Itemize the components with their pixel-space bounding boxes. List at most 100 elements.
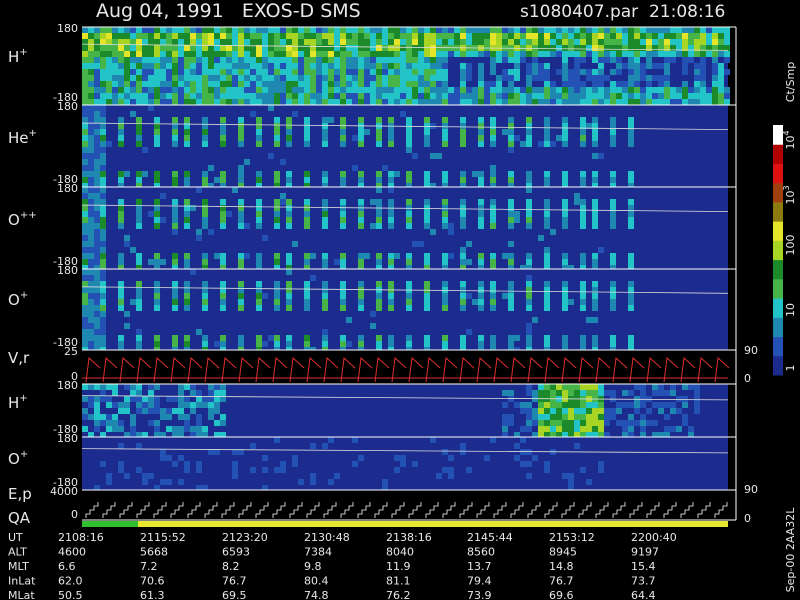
spectrogram-cell <box>568 99 574 105</box>
spectrogram-cell <box>376 99 382 105</box>
spectrogram-cell <box>388 57 394 63</box>
spectrogram-cell <box>274 341 280 347</box>
spectrogram-cell <box>82 177 88 183</box>
spectrogram-cell <box>340 299 346 305</box>
spectrogram-cell <box>292 75 298 81</box>
spectrogram-cell <box>340 51 346 57</box>
spectrogram-cell <box>196 69 202 75</box>
spectrogram-cell <box>202 63 208 69</box>
spectrogram-cell <box>424 259 430 265</box>
spectrogram-cell <box>238 123 244 129</box>
spectrogram-cell <box>460 199 466 205</box>
spectrogram-cell <box>550 87 556 93</box>
spectrogram-cell <box>490 81 496 87</box>
spectrogram-cell <box>526 87 532 93</box>
spectrogram-cell <box>388 69 394 75</box>
spectrogram-cell <box>160 93 166 99</box>
spectrogram-cell <box>544 135 550 141</box>
spectrogram-cell <box>634 27 640 33</box>
spectrogram-cell <box>280 99 286 105</box>
guide-line <box>81 204 729 212</box>
spectrogram-cell <box>562 299 568 305</box>
spectrogram-cell <box>256 223 262 229</box>
spectrogram-cell <box>340 287 346 293</box>
spectrogram-cell <box>310 479 316 485</box>
spectrogram-cell <box>460 75 466 81</box>
spectrogram-cell <box>382 63 388 69</box>
spectrogram-cell <box>508 93 514 99</box>
spectrogram-cell <box>526 259 532 265</box>
spectrogram-cell <box>304 33 310 39</box>
spectrogram-cell <box>238 299 244 305</box>
spectrogram-cell <box>232 99 238 105</box>
spectrogram-cell <box>598 69 604 75</box>
row-value: 14.8 <box>549 560 574 573</box>
spectrogram-cell <box>340 93 346 99</box>
spectrogram-cell <box>154 253 160 259</box>
spectrogram-cell <box>580 93 586 99</box>
spectrogram-cell <box>592 305 598 311</box>
spectrogram-cell <box>286 217 292 223</box>
spectrogram-cell <box>268 87 274 93</box>
spectrogram-cell <box>406 259 412 265</box>
spectrogram-cell <box>262 33 268 39</box>
spectrogram-cell <box>514 432 520 437</box>
spectrogram-cell <box>148 69 154 75</box>
spectrogram-cell <box>334 39 340 45</box>
spectrogram-cell <box>478 81 484 87</box>
spectrogram-cell <box>352 69 358 75</box>
spectrogram-cell <box>700 57 706 63</box>
spectrogram-cell <box>238 129 244 135</box>
spectrogram-cell <box>274 205 280 211</box>
spectrogram-cell <box>538 384 544 390</box>
spectrogram-cell <box>172 75 178 81</box>
spectrogram-cell <box>160 479 166 485</box>
spectrogram-cell <box>202 347 208 350</box>
panel-label-text: O <box>8 291 20 309</box>
spectrogram-cell <box>82 217 88 223</box>
colorbar-label-base: 10 <box>784 136 797 150</box>
spectrogram-cell <box>598 390 604 396</box>
spectrogram-cell <box>652 402 658 408</box>
spectrogram-cell <box>580 27 586 33</box>
spectrogram-cell <box>658 27 664 33</box>
spectrogram-cell <box>610 287 616 293</box>
spectrogram-cell <box>640 45 646 51</box>
spectrogram-cell <box>490 205 496 211</box>
spectrogram-cell <box>544 81 550 87</box>
spectrogram-cell <box>322 205 328 211</box>
spectrogram-cell <box>340 281 346 287</box>
spectrogram-cell <box>310 75 316 81</box>
spectrogram-cell <box>82 193 88 199</box>
spectrogram-cell <box>652 390 658 396</box>
spectrogram-cell <box>370 39 376 45</box>
spectrogram-cell <box>82 229 88 235</box>
spectrogram-cell <box>424 39 430 45</box>
spectrogram-cell <box>82 259 88 265</box>
spectrogram-cell <box>178 87 184 93</box>
spectrogram-cell <box>670 93 676 99</box>
spectrogram-cell <box>418 51 424 57</box>
spectrogram-cell <box>490 165 496 171</box>
y-tick-label: -180 <box>53 255 78 268</box>
spectrogram-cell <box>202 199 208 205</box>
spectrogram-cell <box>226 99 232 105</box>
spectrogram-cell <box>364 81 370 87</box>
spectrogram-cell <box>310 443 316 449</box>
spectrogram-cell <box>544 265 550 269</box>
spectrogram-cell <box>526 39 532 45</box>
spectrogram-cell <box>238 281 244 287</box>
spectrogram-cell <box>196 93 202 99</box>
spectrogram-cell <box>466 27 472 33</box>
spectrogram-cell <box>442 223 448 229</box>
spectrogram-cell <box>148 402 154 408</box>
spectrogram-cell <box>586 408 592 414</box>
spectrogram-cell <box>136 117 142 123</box>
spectrogram-cell <box>676 87 682 93</box>
spectrogram-cell <box>184 281 190 287</box>
spectrogram-cell <box>112 63 118 69</box>
spectrogram-cell <box>526 211 532 217</box>
spectrogram-cell <box>100 265 106 269</box>
spectrogram-cell <box>598 432 604 437</box>
spectrogram-cell <box>220 341 226 347</box>
